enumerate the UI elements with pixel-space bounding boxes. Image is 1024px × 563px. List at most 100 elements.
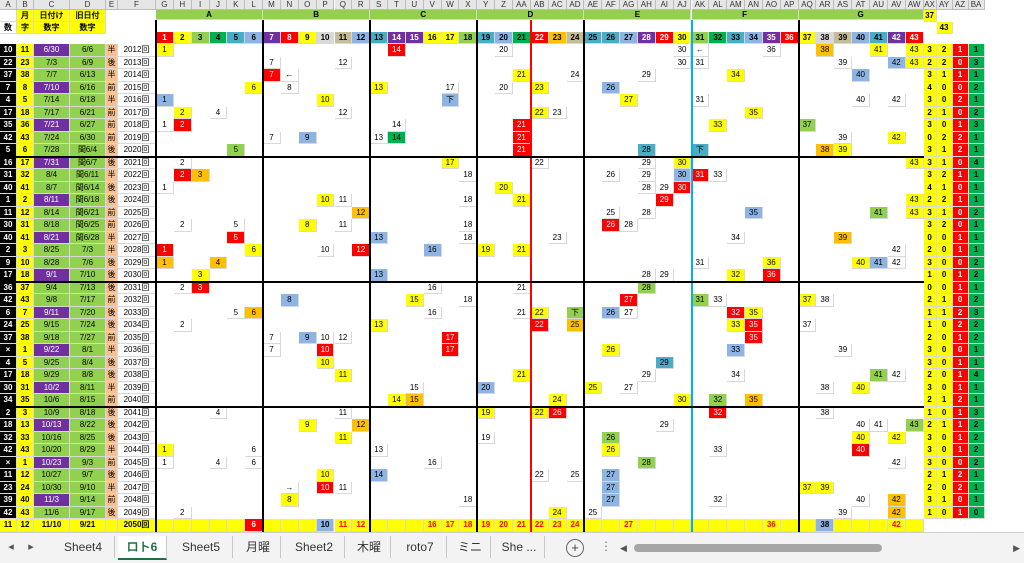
count-ax-cell[interactable]: 0 <box>923 131 937 144</box>
number-cell[interactable]: 12 <box>334 106 353 119</box>
row-date-cell[interactable]: 11/6 <box>34 506 70 519</box>
number-cell[interactable]: 28 <box>637 181 656 194</box>
count-az-cell[interactable]: 2 <box>952 144 969 157</box>
number-cell[interactable]: 26 <box>602 169 621 182</box>
row-e-cell[interactable]: 後 <box>106 256 118 269</box>
row-old-date-cell[interactable]: 6/30 <box>70 131 106 144</box>
row-old-date-cell[interactable]: 閏6/21 <box>70 206 106 219</box>
number-cell[interactable]: 18 <box>459 494 478 507</box>
number-cell[interactable]: 21 <box>513 194 531 207</box>
count-az-cell[interactable]: 0 <box>952 181 969 194</box>
number-cell[interactable]: 21 <box>513 119 531 132</box>
row-b-cell[interactable]: 32 <box>17 169 34 182</box>
number-cell[interactable]: 下 <box>566 306 585 319</box>
count-ay-cell[interactable]: 0 <box>936 431 953 444</box>
number-cell[interactable]: 30 <box>673 56 692 69</box>
row-old-date-cell[interactable]: 6/13 <box>70 69 106 82</box>
column-header-AQ[interactable]: AQ <box>798 0 817 10</box>
number-cell[interactable]: 4 <box>209 406 228 419</box>
number-cell[interactable]: 32 <box>709 494 728 507</box>
column-header-AC[interactable]: AC <box>548 0 567 10</box>
number-cell[interactable]: 26 <box>602 431 621 444</box>
number-header-cell[interactable]: 8 <box>280 32 299 44</box>
row-old-date-cell[interactable]: 6/18 <box>70 94 106 107</box>
count-ba-cell[interactable]: 2 <box>968 269 985 282</box>
row-old-date-cell[interactable]: 6/27 <box>70 119 106 132</box>
total-row-cell[interactable] <box>780 519 799 532</box>
count-ay-cell[interactable]: 1 <box>936 144 953 157</box>
number-cell[interactable]: 1 <box>156 456 174 469</box>
row-draw-cell[interactable]: 2022回 <box>118 169 156 182</box>
total-number-cell[interactable]: 18 <box>459 519 478 532</box>
count-az-cell[interactable]: 1 <box>952 44 969 57</box>
number-cell[interactable]: 26 <box>602 444 621 457</box>
count-az-cell[interactable]: 0 <box>952 294 969 307</box>
number-cell[interactable]: ← <box>691 44 710 57</box>
row-b-cell[interactable]: 3 <box>17 244 34 257</box>
row-date-cell[interactable]: 9/18 <box>34 331 70 344</box>
row-old-date-cell[interactable]: 8/18 <box>70 406 106 419</box>
number-cell[interactable]: 35 <box>745 319 763 332</box>
column-header-U[interactable]: U <box>405 0 424 10</box>
number-cell[interactable]: 12 <box>334 56 353 69</box>
row-b-cell[interactable]: 18 <box>17 106 34 119</box>
number-header-cell[interactable]: 20 <box>495 32 513 44</box>
count-ba-cell[interactable]: 1 <box>968 219 985 232</box>
row-e-cell[interactable]: 半 <box>106 94 118 107</box>
row-b-cell[interactable]: 10 <box>17 256 34 269</box>
count-az-cell[interactable]: 2 <box>952 319 969 332</box>
row-draw-cell[interactable]: 2044回 <box>118 444 156 457</box>
number-cell[interactable]: 25 <box>584 506 603 519</box>
row-date-cell[interactable]: 9/25 <box>34 356 70 369</box>
count-ba-cell[interactable]: 4 <box>968 369 985 382</box>
row-old-date-cell[interactable]: 7/3 <box>70 244 106 257</box>
count-ax-cell[interactable]: 4 <box>923 81 937 94</box>
number-cell[interactable]: 14 <box>388 119 406 132</box>
count-ax-cell[interactable]: 4 <box>923 181 937 194</box>
row-b-cell[interactable]: 23 <box>17 56 34 69</box>
number-cell[interactable]: 1 <box>156 244 174 257</box>
number-cell[interactable]: 24 <box>566 69 585 82</box>
count-ba-cell[interactable]: 1 <box>968 69 985 82</box>
row-a-cell[interactable]: 39 <box>0 494 17 507</box>
row-date-cell[interactable]: 8/14 <box>34 206 70 219</box>
row-draw-cell[interactable]: 2014回 <box>118 69 156 82</box>
total-row-cell[interactable]: 11 <box>0 519 17 532</box>
row-b-cell[interactable]: 18 <box>17 369 34 382</box>
column-header-Q[interactable]: Q <box>334 0 353 10</box>
number-cell[interactable]: 21 <box>513 131 531 144</box>
row-e-cell[interactable]: 後 <box>106 156 118 169</box>
row-a-cell[interactable]: 4 <box>0 94 17 107</box>
count-ax-cell[interactable]: 0 <box>923 231 937 244</box>
row-a-cell[interactable]: 7 <box>0 81 17 94</box>
count-ax-cell[interactable]: 3 <box>923 144 937 157</box>
total-row-cell[interactable] <box>727 519 746 532</box>
total-row-cell[interactable] <box>709 519 728 532</box>
number-header-cell[interactable]: 18 <box>459 32 478 44</box>
spreadsheet-grid[interactable]: A B C D E F G H I J K L M N O P Q R S T U V W X Y Z AA AB AC AD AE AF AG… <box>0 0 1024 532</box>
count-ay-cell[interactable]: 0 <box>936 344 953 357</box>
row-old-date-cell[interactable]: 6/9 <box>70 56 106 69</box>
total-row-cell[interactable] <box>745 519 763 532</box>
count-ay-cell[interactable]: 0 <box>936 406 953 419</box>
number-cell[interactable]: 32 <box>709 406 728 419</box>
group-header[interactable]: G <box>798 10 924 20</box>
number-cell[interactable]: 16 <box>423 306 442 319</box>
number-cell[interactable]: 37 <box>798 319 817 332</box>
row-e-cell[interactable]: 半 <box>106 444 118 457</box>
number-cell[interactable]: 33 <box>709 294 728 307</box>
count-ay-cell[interactable]: 1 <box>936 181 953 194</box>
number-cell[interactable]: 9 <box>298 131 317 144</box>
count-ax-cell[interactable]: 1 <box>923 306 937 319</box>
row-e-cell[interactable]: 半 <box>106 344 118 357</box>
count-ax-cell[interactable]: 3 <box>923 94 937 107</box>
count-ax-cell[interactable]: 2 <box>923 469 937 482</box>
count-az-cell[interactable]: 0 <box>952 344 969 357</box>
count-az-cell[interactable]: 1 <box>952 431 969 444</box>
number-cell[interactable]: 27 <box>620 294 638 307</box>
number-header-cell[interactable]: 42 <box>887 32 906 44</box>
number-cell[interactable]: 2 <box>173 156 192 169</box>
number-cell[interactable]: 41 <box>870 206 888 219</box>
total-number-cell[interactable]: 27 <box>620 519 638 532</box>
number-cell[interactable]: 12 <box>352 419 371 432</box>
